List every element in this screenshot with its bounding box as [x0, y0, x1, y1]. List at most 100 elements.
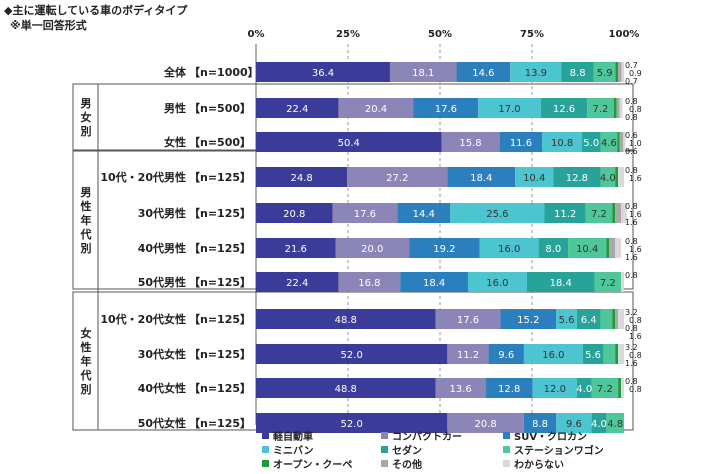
legend-swatch	[262, 460, 269, 467]
data-label: 18.1	[412, 68, 434, 79]
bar-segment	[397, 203, 451, 223]
bar-segment	[256, 344, 448, 364]
group-label-char: 男	[81, 186, 92, 199]
bar-segment	[617, 132, 620, 152]
data-label: 17.6	[457, 315, 479, 326]
category-label: 10代・20代男性	[100, 170, 186, 184]
bar-segment	[606, 238, 610, 258]
bar-segment	[621, 272, 624, 292]
data-label: 5.9	[597, 68, 613, 79]
bar-segment	[256, 413, 448, 433]
group-label-char: 別	[80, 241, 92, 255]
legend-label: 軽自動車	[273, 430, 313, 443]
bar-segment	[409, 238, 480, 258]
legend-label: SUV・クロカン	[514, 431, 587, 443]
bar-segment	[523, 413, 557, 433]
bar-segment	[256, 272, 339, 292]
data-label: 5.6	[559, 315, 575, 326]
legend-label: セダン	[392, 444, 422, 457]
data-label-small: 0.7	[625, 77, 638, 86]
group-label-char: 性	[81, 340, 92, 354]
bar-segment	[413, 98, 479, 118]
category-n-label: 【n=125】	[189, 348, 251, 361]
group-label-char: 代	[80, 227, 92, 241]
bar-segment	[615, 167, 619, 187]
data-label: 8.0	[545, 244, 561, 255]
bar-segment	[587, 98, 614, 118]
data-label: 12.8	[498, 384, 520, 395]
bar-segment	[621, 62, 624, 82]
legend-swatch	[262, 432, 269, 439]
data-label: 20.4	[365, 104, 387, 115]
data-label: 7.2	[591, 209, 607, 220]
bar-segment	[435, 309, 501, 329]
bar-segment	[479, 238, 539, 258]
bar-segment	[618, 344, 624, 364]
bar-segment	[619, 132, 624, 152]
bar-segment	[612, 203, 616, 223]
data-label: 17.0	[498, 104, 520, 115]
category-label: 全体	[163, 65, 187, 79]
legend-swatch	[381, 432, 388, 439]
data-label: 4.0	[576, 384, 592, 395]
bar-segment	[447, 167, 516, 187]
group-label-char: 女	[81, 110, 92, 124]
data-label: 19.2	[433, 244, 455, 255]
legend-swatch	[262, 446, 269, 453]
x-tick-label: 25%	[336, 29, 360, 40]
bar-segment	[600, 309, 613, 329]
bar-segment	[526, 272, 595, 292]
group-label-char: 別	[80, 382, 92, 396]
bar-segment	[561, 62, 594, 82]
data-label: 5.0	[583, 138, 599, 149]
data-label: 20.8	[283, 209, 305, 220]
data-label: 17.6	[435, 104, 457, 115]
bar-segment	[441, 132, 500, 152]
bar-segment	[618, 62, 622, 82]
category-label: 30代男性	[138, 206, 186, 220]
bar-segment	[540, 98, 588, 118]
data-label: 12.6	[553, 104, 575, 115]
data-label: 7.2	[600, 278, 616, 289]
bar-segment	[556, 309, 577, 329]
bar-segment	[335, 238, 410, 258]
bar-segment	[400, 272, 468, 292]
bar-segment	[582, 344, 604, 364]
category-label: 女性	[164, 135, 186, 149]
bar-segment	[576, 309, 601, 329]
data-label-small: 1.0	[629, 139, 642, 148]
bar-segment	[621, 203, 627, 223]
data-label: 7.2	[592, 104, 608, 115]
legend-swatch	[503, 460, 510, 467]
x-tick-label: 75%	[520, 29, 544, 40]
data-label-small: 0.7	[625, 61, 638, 70]
data-label: 21.6	[285, 244, 307, 255]
data-label: 52.0	[341, 350, 363, 361]
bar-segment	[618, 309, 624, 329]
legend-swatch	[503, 432, 510, 439]
bar-segment	[593, 62, 616, 82]
data-label: 16.0	[498, 244, 520, 255]
bar-segment	[609, 238, 616, 258]
data-label: 20.0	[361, 244, 383, 255]
data-label: 20.8	[474, 419, 496, 430]
category-n-label: 【n=125】	[189, 171, 251, 184]
bar-segment	[615, 309, 619, 329]
group-label-char: 年	[81, 354, 92, 368]
data-label-small: 0.8	[625, 113, 638, 122]
data-label-small: 0.8	[629, 105, 642, 114]
bar-segment	[456, 62, 511, 82]
bar-segment	[256, 98, 339, 118]
bar-segment	[389, 62, 457, 82]
category-n-label: 【n=125】	[189, 313, 251, 326]
chart-title: ◆主に運転している車のボディタイプ	[4, 4, 188, 17]
bar-segment	[510, 62, 562, 82]
data-label: 22.4	[286, 104, 308, 115]
group-label-char: 男	[81, 97, 92, 110]
category-n-label: 【n=125】	[189, 242, 251, 255]
bar-segment	[613, 98, 617, 118]
data-label: 11.2	[554, 209, 576, 220]
data-label-small: 1.6	[629, 245, 642, 254]
group-label-char: 年	[81, 213, 92, 227]
